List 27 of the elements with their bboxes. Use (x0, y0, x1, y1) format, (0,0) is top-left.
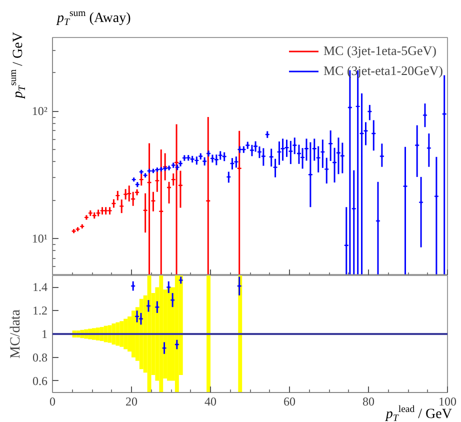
y-tick-label: 10² (32, 104, 48, 118)
bar (132, 310, 136, 358)
legend-label: MC (3jet-eta1-20GeV) (324, 63, 443, 79)
x-tick-label: 40 (204, 394, 216, 408)
bar (238, 276, 242, 392)
bar (174, 276, 179, 392)
bar (159, 276, 164, 392)
point (142, 208, 148, 213)
y-tick-label: 1 (42, 327, 48, 341)
bar (167, 287, 171, 381)
chart-title: p$_{T}$$^{sum}$ (Away) (57, 7, 131, 30)
bar (124, 318, 128, 350)
x-tick-label: 60 (284, 394, 296, 408)
x-tick-label: 80 (362, 394, 374, 408)
x-tick-label: 0 (50, 394, 56, 408)
y-tick-label: 10¹ (32, 231, 48, 246)
bar (206, 276, 210, 392)
bar (116, 322, 120, 346)
y-tick-label: 1.2 (32, 304, 48, 318)
y-axis-title: MC/data (8, 308, 24, 358)
x-tick-label: 20 (126, 394, 138, 408)
y-tick-label: 1.4 (32, 280, 48, 294)
point (154, 178, 160, 184)
bar (147, 276, 152, 392)
y-tick-label: 0.6 (32, 374, 48, 388)
legend-label: MC (3jet-1eta-5GeV) (324, 43, 436, 59)
y-tick-label: 0.8 (32, 350, 48, 364)
